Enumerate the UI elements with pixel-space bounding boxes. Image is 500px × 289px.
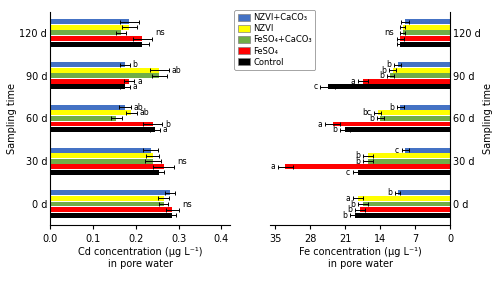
Bar: [50, 202, 164, 206]
Text: a: a: [318, 120, 322, 129]
Text: b: b: [355, 157, 360, 166]
Bar: [400, 105, 450, 110]
Text: b: b: [348, 205, 352, 214]
Bar: [50, 127, 155, 132]
Bar: [400, 42, 450, 47]
Bar: [50, 207, 172, 212]
Bar: [380, 116, 450, 121]
Bar: [285, 164, 450, 169]
Bar: [50, 19, 130, 24]
Bar: [50, 79, 130, 84]
Bar: [50, 105, 125, 110]
Bar: [50, 116, 116, 121]
Text: ns: ns: [178, 157, 188, 166]
Bar: [50, 31, 120, 35]
Text: bc: bc: [362, 108, 372, 117]
Bar: [50, 25, 130, 30]
Text: c: c: [314, 82, 318, 91]
Bar: [362, 79, 450, 84]
Text: a: a: [350, 77, 355, 86]
Bar: [358, 196, 450, 201]
Bar: [50, 122, 153, 127]
Text: a: a: [345, 194, 350, 203]
Bar: [398, 62, 450, 67]
Bar: [362, 202, 450, 206]
Text: b: b: [350, 199, 355, 209]
Text: ns: ns: [155, 28, 165, 38]
Text: b: b: [389, 103, 394, 112]
Bar: [50, 190, 170, 195]
Text: a: a: [270, 162, 275, 171]
Text: ab: ab: [134, 103, 143, 112]
Bar: [50, 153, 153, 158]
X-axis label: Fe concentration (μg L⁻¹)
in pore water: Fe concentration (μg L⁻¹) in pore water: [298, 247, 422, 269]
Text: ab: ab: [139, 108, 149, 117]
Text: a: a: [137, 77, 142, 86]
Bar: [328, 84, 450, 89]
Text: a: a: [132, 82, 138, 91]
Bar: [50, 148, 150, 153]
Text: c: c: [346, 168, 350, 177]
Bar: [398, 190, 450, 195]
Bar: [50, 170, 160, 175]
Bar: [400, 36, 450, 41]
Bar: [50, 73, 160, 78]
Bar: [402, 31, 450, 35]
Legend: NZVI+CaCO₃, NZVI, FeSO₄+CaCO₃, FeSO₄, Control: NZVI+CaCO₃, NZVI, FeSO₄+CaCO₃, FeSO₄, Co…: [234, 10, 316, 70]
Bar: [50, 164, 164, 169]
Bar: [50, 68, 160, 73]
Text: a: a: [162, 125, 168, 134]
Text: b: b: [379, 71, 384, 80]
Text: b: b: [342, 211, 347, 220]
Bar: [332, 122, 450, 127]
Bar: [50, 110, 132, 115]
Bar: [402, 25, 450, 30]
Text: b: b: [388, 188, 392, 197]
Bar: [345, 127, 450, 132]
Bar: [50, 62, 125, 67]
Text: ns: ns: [384, 28, 394, 38]
Text: b: b: [386, 60, 392, 69]
Text: c: c: [395, 146, 399, 155]
Text: b: b: [165, 120, 170, 129]
Bar: [368, 159, 450, 164]
Bar: [50, 36, 142, 41]
Bar: [368, 153, 450, 158]
Bar: [378, 110, 450, 115]
Bar: [50, 84, 125, 89]
Bar: [50, 213, 172, 218]
Text: b: b: [382, 66, 386, 75]
Bar: [50, 159, 153, 164]
Text: b: b: [355, 151, 360, 160]
Bar: [392, 68, 450, 73]
Y-axis label: Sampling time: Sampling time: [6, 83, 16, 154]
Text: b: b: [369, 114, 374, 123]
Bar: [390, 73, 450, 78]
Bar: [50, 42, 142, 47]
Text: b: b: [132, 60, 138, 69]
Bar: [50, 196, 164, 201]
Bar: [405, 148, 450, 153]
Bar: [355, 213, 450, 218]
Bar: [360, 207, 450, 212]
X-axis label: Cd concentration (μg L⁻¹)
in pore water: Cd concentration (μg L⁻¹) in pore water: [78, 247, 202, 269]
Text: ns: ns: [182, 199, 192, 209]
Bar: [405, 19, 450, 24]
Y-axis label: Sampling time: Sampling time: [484, 83, 494, 154]
Bar: [358, 170, 450, 175]
Text: ab: ab: [172, 66, 181, 75]
Text: b: b: [332, 125, 338, 134]
